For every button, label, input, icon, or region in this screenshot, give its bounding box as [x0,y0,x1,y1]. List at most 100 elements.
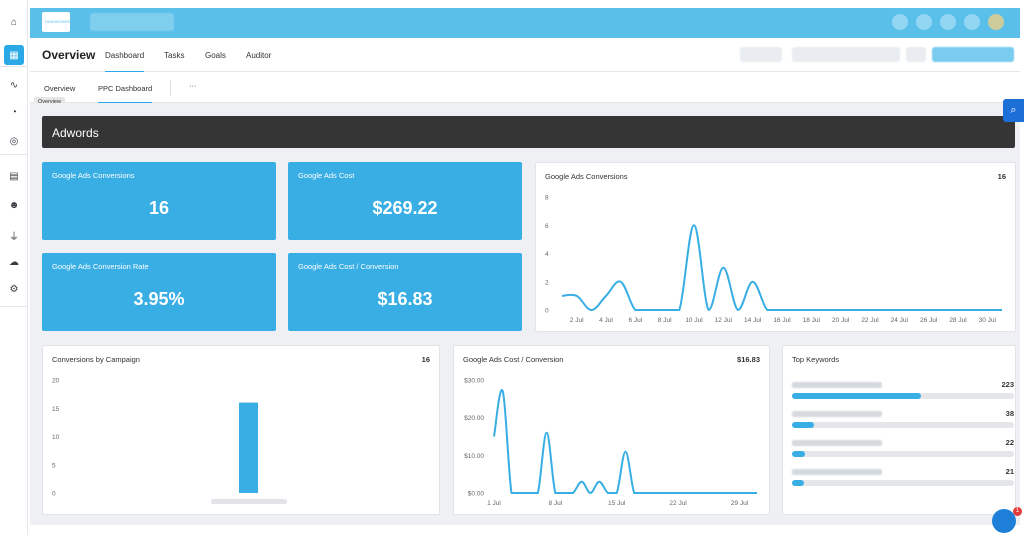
x-tick-label: 18 Jul [803,317,821,324]
conversions-line-chart: 0 2 4 6 8 2 Jul 4 Jul 6 Jul 8 Jul 10 Jul 12 Jul 14 … [545,195,1002,324]
keyword-bar-fill [792,451,806,457]
x-tick-label: 20 Jul [832,317,850,324]
x-tick-label: 6 Jul [628,317,642,324]
x-tick-label: 22 Jul [669,500,687,507]
keyword-bar-fill [792,480,805,486]
y-tick-label: 2 [545,279,549,286]
chart-title: Google Ads Conversions [545,172,628,181]
x-tick-label: 10 Jul [685,317,703,324]
notifications-icon[interactable] [892,14,908,30]
x-tick-label: 29 Jul [731,500,749,507]
x-tick-label: 4 Jul [599,317,613,324]
keyword-value: 21 [1005,467,1014,476]
date-range-picker[interactable] [792,47,900,62]
campaign-bar-chart: 0 5 10 15 20 [52,378,287,504]
subnav-more-button[interactable]: ··· [189,81,197,90]
chat-icon[interactable] [992,509,1016,533]
kpi-cost[interactable]: Google Ads Cost $269.22 [288,162,522,240]
sidebar-divider [0,306,28,307]
y-tick-label: 8 [545,195,549,202]
tab-goals[interactable]: Goals [205,51,226,60]
more-button[interactable] [906,47,926,62]
cpc-chart-card[interactable]: Google Ads Cost / Conversion $16.83 $0.0… [453,345,770,515]
users-icon[interactable]: ☻ [8,199,20,211]
tab-dashboard[interactable]: Dashboard [105,51,145,73]
keyword-bar-track [792,393,1014,399]
sidebar-divider [0,66,28,67]
y-tick-label: 4 [545,251,549,258]
subtab-ppc-dashboard[interactable]: PPC Dashboard [98,84,153,104]
target-icon[interactable]: ◎ [9,135,19,147]
app-logo[interactable]: DASHBOARD [42,12,70,32]
primary-action-button[interactable] [932,47,1014,62]
x-tick-label: 1 Jul [487,500,501,507]
plug-icon[interactable]: ⏚ [9,231,19,243]
subtab-overview[interactable]: Overview [44,84,76,93]
series-line [561,224,1002,312]
x-tick-label: 8 Jul [658,317,672,324]
keyword-bar-track [792,480,1014,486]
kpi-value: $269.22 [372,198,438,218]
home-icon[interactable]: ⌂ [10,16,18,28]
section-header: Adwords [42,116,1015,148]
kpi-title: Google Ads Conversions [52,171,135,180]
tab-tasks[interactable]: Tasks [164,51,185,60]
kpi-value: 3.95% [133,289,185,309]
x-tick-label: 2 Jul [570,317,584,324]
x-tick-label: 26 Jul [920,317,938,324]
x-tick-label: 14 Jul [744,317,762,324]
y-tick-label: 5 [52,462,56,469]
chart-total: $16.83 [737,355,760,364]
y-tick-label: 10 [52,434,60,441]
settings-icon[interactable] [964,14,980,30]
kpi-conversion-rate[interactable]: Google Ads Conversion Rate 3.95% [42,253,276,331]
tooltip: Overview [34,97,65,107]
keyword-label [792,440,882,446]
sidebar: ⌂ ▦ ∿ ◔ ◎ ▤ ☻ ⏚ ☁ ⚙ [0,0,28,535]
tab-auditor[interactable]: Auditor [246,51,272,60]
search-assist-icon[interactable]: ⌕ [1003,99,1024,122]
chart-title: Conversions by Campaign [52,355,140,364]
dashboard-icon[interactable]: ▦ [4,45,24,65]
kpi-value: $16.83 [377,289,433,309]
x-tick-label: 12 Jul [715,317,733,324]
chart-total: 16 [997,172,1006,181]
keyword-bar-track [792,451,1014,457]
top-keywords-card[interactable]: Top Keywords 223 38 22 21 [782,345,1016,515]
keywords-title: Top Keywords [792,355,840,364]
settings-icon[interactable]: ⚙ [9,283,19,295]
workspace-select[interactable] [90,13,174,31]
keyword-bar-fill [792,422,815,428]
pie-chart-icon[interactable]: ◔ [10,106,18,118]
keyword-bar-fill [792,393,921,399]
report-icon[interactable]: ▤ [9,170,19,182]
cloud-icon[interactable]: ☁ [9,256,19,268]
page-title: Overview [42,48,96,62]
x-tick-label: 22 Jul [861,317,879,324]
x-tick-label [211,499,287,504]
x-tick-label: 24 Jul [891,317,909,324]
kpi-title: Google Ads Conversion Rate [52,262,149,271]
conversions-chart-card[interactable]: Google Ads Conversions 16 0 2 4 6 8 2 Jul 4 Ju… [535,162,1016,332]
activity-icon[interactable]: ∿ [9,79,19,91]
top-bar: DASHBOARD [30,8,1020,38]
y-tick-label: 20 [52,378,60,385]
x-tick-label: 16 Jul [773,317,791,324]
y-tick-label: 0 [52,491,56,498]
kpi-conversions[interactable]: Google Ads Conversions 16 [42,162,276,240]
sub-nav: Overview PPC Dashboard ··· [30,72,1020,104]
keyword-value: 223 [1001,380,1014,389]
keyword-label [792,411,882,417]
help-icon[interactable] [940,14,956,30]
kpi-cost-per-conversion[interactable]: Google Ads Cost / Conversion $16.83 [288,253,522,331]
edit-icon[interactable] [916,14,932,30]
keyword-label [792,469,882,475]
subnav-divider [170,80,171,96]
campaign-chart-card[interactable]: Conversions by Campaign 16 0 5 10 15 20 [42,345,440,515]
x-tick-label: 28 Jul [949,317,967,324]
bar [239,402,258,493]
share-button[interactable] [740,47,782,62]
y-tick-label: 0 [545,308,549,315]
cpc-line-chart: $0.00 $10.00 $20.00 $30.00 1 Jul 8 Jul 15 Jul 2… [464,378,757,507]
avatar[interactable] [988,14,1004,30]
